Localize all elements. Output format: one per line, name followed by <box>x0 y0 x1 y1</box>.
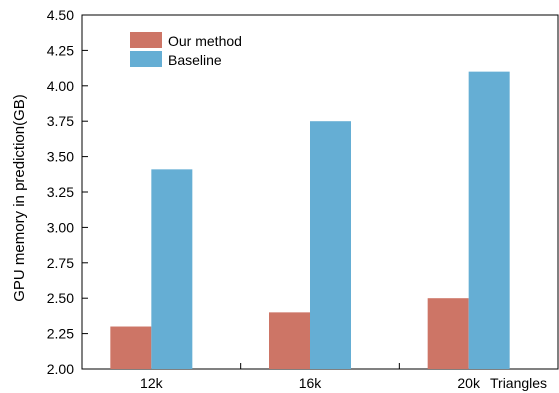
legend-swatch <box>130 32 162 48</box>
legend-label: Baseline <box>168 52 222 68</box>
x-tick-label: 12k <box>140 375 164 391</box>
y-tick-label: 4.00 <box>47 78 74 94</box>
bar-our-method-16k <box>269 312 310 369</box>
bar-our-method-12k <box>110 326 152 369</box>
y-axis: 2.00 2.25 2.50 2.75 3.00 3.25 3.50 3.75 4.00 4.25… <box>47 7 88 377</box>
y-tick-label: 4.25 <box>47 42 74 58</box>
y-tick-label: 3.50 <box>47 149 74 165</box>
x-axis: 12k 16k 20k <box>140 363 481 391</box>
bar-our-method-20k <box>427 298 469 369</box>
y-axis-title: GPU memory in prediction(GB) <box>11 94 28 302</box>
x-tick-label: 16k <box>299 375 323 391</box>
y-tick-label: 3.75 <box>47 113 74 129</box>
y-tick-label: 2.25 <box>47 326 74 342</box>
x-axis-title: Triangles <box>490 375 547 391</box>
y-tick-label: 3.25 <box>47 184 74 200</box>
bar-baseline-12k <box>151 169 193 369</box>
bar-baseline-20k <box>468 71 510 369</box>
legend: Our method Baseline <box>124 30 256 71</box>
bar-baseline-16k <box>310 121 351 369</box>
y-tick-label: 2.75 <box>47 255 74 271</box>
bars <box>110 71 510 369</box>
y-tick-label: 4.50 <box>47 7 74 23</box>
y-tick-label: 2.00 <box>47 361 74 377</box>
x-tick-label: 20k <box>457 375 481 391</box>
legend-swatch <box>130 51 162 67</box>
legend-label: Our method <box>168 33 242 49</box>
y-tick-label: 3.00 <box>47 219 74 235</box>
y-tick-label: 2.50 <box>47 290 74 306</box>
